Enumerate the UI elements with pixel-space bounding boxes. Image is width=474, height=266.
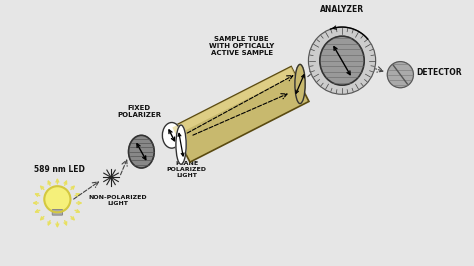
Ellipse shape [163,123,181,148]
Ellipse shape [320,36,364,85]
Polygon shape [173,67,295,135]
Text: PLANE
POLARIZED
LIGHT: PLANE POLARIZED LIGHT [167,161,207,178]
Circle shape [309,27,375,94]
Ellipse shape [176,125,186,164]
Polygon shape [172,66,309,162]
FancyBboxPatch shape [52,210,63,215]
Circle shape [387,62,413,88]
Text: NON-POLARIZED
LIGHT: NON-POLARIZED LIGHT [89,195,147,206]
Ellipse shape [295,64,305,103]
Text: SAMPLE TUBE
WITH OPTICALLY
ACTIVE SAMPLE: SAMPLE TUBE WITH OPTICALLY ACTIVE SAMPLE [209,36,274,56]
Text: DETECTOR: DETECTOR [417,68,462,77]
Text: ANALYZER: ANALYZER [320,5,364,14]
Text: 589 nm LED: 589 nm LED [34,165,85,174]
Ellipse shape [128,135,154,168]
Text: FIXED
POLARIZER: FIXED POLARIZER [117,105,161,118]
Circle shape [44,186,71,212]
